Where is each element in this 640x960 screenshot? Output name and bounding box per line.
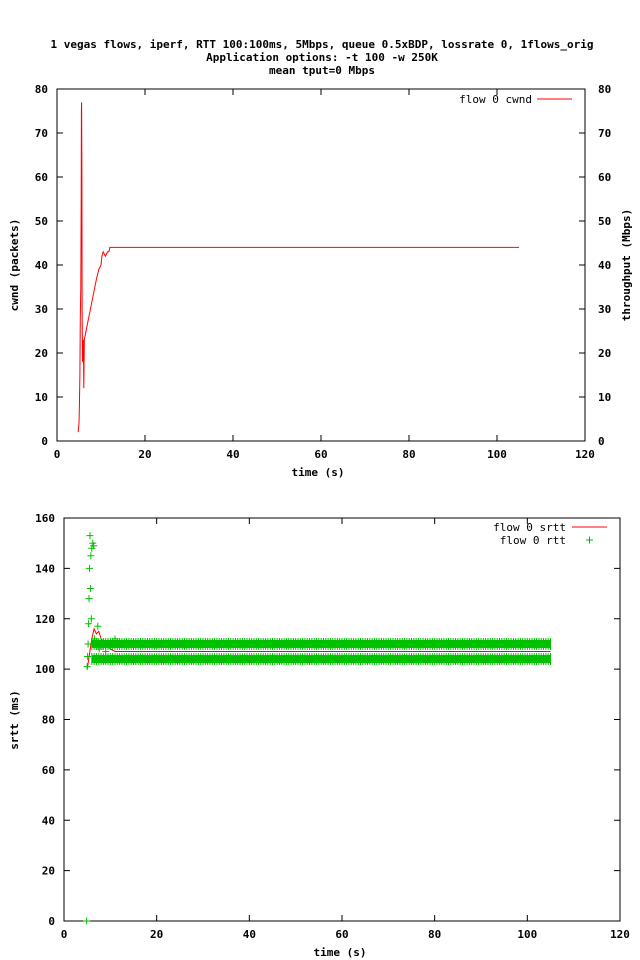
cwnd-y-axis-label: cwnd (packets) <box>8 219 21 312</box>
rtt-y-axis-label: srtt (ms) <box>8 690 21 750</box>
title-line-1: 1 vegas flows, iperf, RTT 100:100ms, 5Mb… <box>50 38 593 51</box>
y2-tick-label: 30 <box>598 303 611 316</box>
x-tick-label: 40 <box>226 448 239 461</box>
rtt-plot-frame <box>63 517 621 922</box>
y-tick-label: 160 <box>35 512 55 525</box>
rtt-point <box>83 663 91 671</box>
y2-tick-label: 60 <box>598 171 611 184</box>
cwnd-plot-frame <box>56 88 586 442</box>
x-tick-label: 120 <box>610 928 630 941</box>
y2-tick-label: 10 <box>598 391 611 404</box>
legend-flow0-rtt-swatch <box>586 536 593 544</box>
x-tick-label: 20 <box>138 448 151 461</box>
y-tick-label: 20 <box>42 865 55 878</box>
y-tick-label: 40 <box>42 814 55 827</box>
rtt-x-axis-label: time (s) <box>314 946 367 959</box>
x-tick-label: 0 <box>54 448 61 461</box>
rtt-data-marks <box>83 532 551 925</box>
y-tick-label: 100 <box>35 663 55 676</box>
legend-flow0-srtt-label: flow 0 srtt <box>493 521 566 534</box>
cwnd-x-axis-label: time (s) <box>292 466 345 479</box>
x-tick-label: 20 <box>150 928 163 941</box>
cwnd-data-marks <box>77 102 519 433</box>
y-tick-label: 10 <box>35 391 48 404</box>
cwnd-axis-ticks: 0 20 40 60 80 100 1200102030405060708001020304… <box>35 83 612 461</box>
cwnd-legend: flow 0 cwnd <box>459 93 572 106</box>
x-tick-label: 100 <box>487 448 507 461</box>
y2-tick-label: 70 <box>598 127 611 140</box>
y-tick-label: 80 <box>35 83 48 96</box>
y-tick-label: 30 <box>35 303 48 316</box>
chart-title: 1 vegas flows, iperf, RTT 100:100ms, 5Mb… <box>50 38 593 77</box>
y-tick-label: 0 <box>41 435 48 448</box>
y-tick-label: 0 <box>48 915 55 928</box>
rtt-point <box>84 640 92 648</box>
title-line-2: Application options: -t 100 -w 250K <box>206 51 438 64</box>
y2-tick-label: 50 <box>598 215 611 228</box>
x-tick-label: 100 <box>517 928 537 941</box>
y-tick-label: 60 <box>35 171 48 184</box>
legend-flow0-cwnd-label: flow 0 cwnd <box>459 93 532 106</box>
x-tick-label: 80 <box>402 448 415 461</box>
rtt-axis-ticks: 0 20 40 60 80 100 120 0 20 40 60 80 100 120 140 160 <box>35 512 630 941</box>
y-tick-label: 60 <box>42 764 55 777</box>
rtt-point <box>83 917 91 925</box>
rtt-point <box>85 564 93 572</box>
throughput-y2-axis-label: throughput (Mbps) <box>620 209 633 322</box>
y2-tick-label: 20 <box>598 347 611 360</box>
rtt-point <box>85 620 93 628</box>
x-tick-label: 60 <box>335 928 348 941</box>
y2-tick-label: 0 <box>598 435 605 448</box>
rtt-point <box>86 585 94 593</box>
x-tick-label: 40 <box>243 928 256 941</box>
y-tick-label: 40 <box>35 259 48 272</box>
y-tick-label: 140 <box>35 562 55 575</box>
rtt-point <box>84 653 92 661</box>
rtt-point <box>90 542 98 550</box>
y-tick-label: 80 <box>42 714 55 727</box>
cwnd-chart: 0 20 40 60 80 100 1200102030405060708001020304… <box>8 83 633 479</box>
rtt-legend: flow 0 srtt flow 0 rtt <box>493 521 607 547</box>
rtt-point <box>87 615 95 623</box>
x-tick-label: 80 <box>428 928 441 941</box>
y-tick-label: 20 <box>35 347 48 360</box>
rtt-chart: 0 20 40 60 80 100 120 0 20 40 60 80 100 120 140 160 tim… <box>8 512 630 959</box>
rtt-point <box>87 552 95 560</box>
rtt-point <box>86 532 94 540</box>
y-tick-label: 120 <box>35 613 55 626</box>
x-tick-label: 0 <box>61 928 68 941</box>
y-tick-label: 70 <box>35 127 48 140</box>
y-tick-label: 50 <box>35 215 48 228</box>
x-tick-label: 120 <box>575 448 595 461</box>
rtt-point <box>94 622 102 630</box>
y2-tick-label: 40 <box>598 259 611 272</box>
y2-tick-label: 80 <box>598 83 611 96</box>
title-line-3: mean tput=0 Mbps <box>269 64 375 77</box>
rtt-point <box>85 595 93 603</box>
x-tick-label: 60 <box>314 448 327 461</box>
series-line-flow-0-cwnd <box>77 102 519 433</box>
legend-flow0-rtt-label: flow 0 rtt <box>500 534 566 547</box>
